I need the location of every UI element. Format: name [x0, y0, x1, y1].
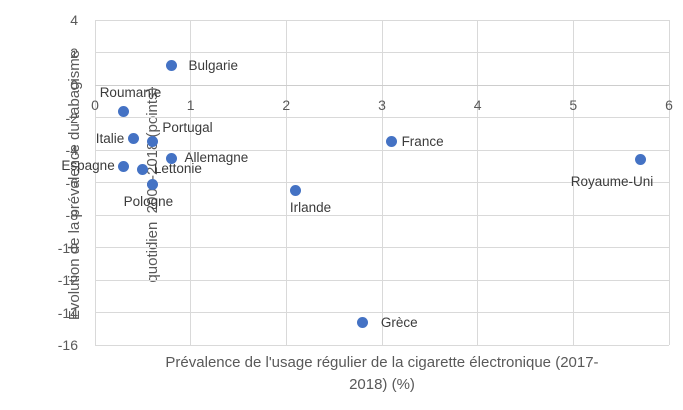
data-label-france: France — [401, 133, 444, 149]
data-label-espagne: Espagne — [61, 158, 115, 174]
data-label-pologne: Pologne — [123, 194, 174, 210]
h-gridline-y--10 — [95, 247, 669, 248]
data-point-royaume-uni — [634, 154, 646, 166]
data-label-allemagne: Allemagne — [184, 150, 249, 166]
data-label-italie: Italie — [95, 130, 125, 146]
v-gridline-x-6 — [668, 20, 670, 345]
data-point-grece — [357, 316, 369, 328]
y-tick-label--2: -2 — [65, 109, 78, 126]
y-axis-title: Evolution de la prévalence du tabagisme … — [10, 5, 161, 365]
x-tick-label-0: 0 — [91, 97, 99, 113]
data-point-irlande — [290, 185, 302, 197]
data-point-bulgarie — [166, 60, 178, 71]
data-point-espagne — [118, 160, 130, 172]
x-axis-title: Prévalence de l'usage régulier de la cig… — [95, 352, 669, 396]
x-tick-label-4: 4 — [473, 97, 482, 113]
data-point-lettonie — [137, 164, 149, 175]
data-label-grece: Grèce — [380, 315, 418, 331]
y-tick-label--14: -14 — [57, 304, 78, 321]
data-point-portugal — [146, 136, 158, 148]
x-tick-label-2: 2 — [282, 97, 291, 113]
y-tick-label--4: -4 — [65, 142, 78, 158]
data-point-roumanie — [118, 105, 130, 117]
x-axis-title-line-1: Prévalence de l'usage régulier de la cig… — [165, 354, 599, 371]
y-tick-label-0: 0 — [70, 77, 78, 93]
x-tick-label-1: 1 — [186, 97, 195, 113]
h-gridline-y--4 — [95, 149, 669, 151]
data-label-royaume-uni: Royaume-Uni — [570, 173, 654, 189]
y-tick-label-2: 2 — [70, 44, 78, 61]
h-gridline-y--2 — [95, 117, 669, 118]
h-gridline-y-4 — [95, 19, 669, 21]
y-tick-label--8: -8 — [65, 207, 78, 223]
y-tick-label--6: -6 — [65, 174, 78, 191]
y-tick-label--16: -16 — [57, 337, 78, 353]
x-tick-label-6: 6 — [665, 97, 673, 113]
x-tick-label-3: 3 — [378, 97, 386, 113]
y-tick-label-4: 4 — [70, 12, 78, 28]
data-point-france — [386, 136, 398, 148]
data-point-allemagne — [166, 152, 178, 164]
x-axis-title-line-2: 2018) (%) — [349, 376, 415, 393]
h-gridline-y--16 — [95, 344, 669, 346]
data-label-portugal: Portugal — [162, 119, 213, 135]
y-tick-label--12: -12 — [57, 272, 78, 288]
y-tick-label--10: -10 — [57, 239, 78, 256]
h-gridline-y--12 — [95, 279, 669, 281]
h-gridline-y-0 — [95, 84, 669, 86]
data-label-bulgarie: Bulgarie — [188, 57, 239, 73]
data-point-pologne — [146, 178, 158, 190]
h-gridline-y--8 — [95, 214, 669, 216]
data-label-irlande: Irlande — [289, 199, 332, 215]
h-gridline-y-2 — [95, 52, 669, 53]
data-label-lettonie: Lettonie — [153, 160, 202, 176]
x-tick-label-5: 5 — [569, 97, 578, 113]
h-gridline-y--6 — [95, 182, 669, 183]
h-gridline-y--14 — [95, 312, 669, 313]
data-label-roumanie: Roumanie — [99, 85, 162, 100]
data-point-italie — [127, 133, 139, 145]
